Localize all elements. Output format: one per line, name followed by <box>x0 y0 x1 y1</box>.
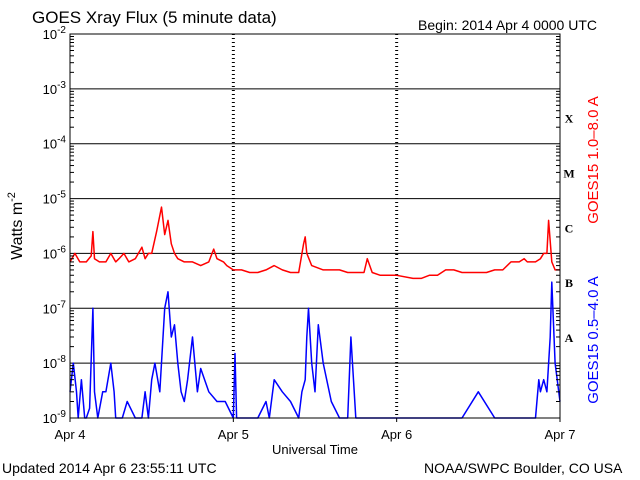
series-long-line <box>69 206 560 280</box>
legend-long: GOES15 1.0–8.0 A <box>585 96 602 224</box>
y-tick-label: 10-8 <box>43 354 67 371</box>
y-tick-label: 10-7 <box>43 299 67 316</box>
flare-class-label: X <box>565 112 574 126</box>
axes <box>69 33 561 422</box>
x-tick-label: Apr 4 <box>54 427 85 442</box>
flare-class-label: M <box>563 166 574 180</box>
begin-time: Begin: 2014 Apr 4 0000 UTC <box>418 17 598 33</box>
chart-title: GOES Xray Flux (5 minute data) <box>32 8 277 27</box>
y-tick-label: 10-6 <box>43 244 67 261</box>
y-tick-label: 10-3 <box>43 80 67 97</box>
y-tick-label: 10-2 <box>43 25 67 42</box>
flare-class-label: C <box>565 221 574 235</box>
plot-frame <box>69 33 561 419</box>
flare-class-label: A <box>565 331 574 345</box>
x-tick-label: Apr 7 <box>544 427 575 442</box>
y-tick-label: 10-4 <box>43 135 67 152</box>
x-tick-label: Apr 6 <box>381 427 412 442</box>
footer-updated: Updated 2014 Apr 6 23:55:11 UTC <box>2 460 217 476</box>
x-tick-label: Apr 5 <box>218 427 249 442</box>
series-layer <box>69 206 561 419</box>
legend-short: GOES15 0.5–4.0 A <box>585 276 602 404</box>
y-tick-label: 10-9 <box>43 409 67 426</box>
flare-class-label: B <box>565 276 573 290</box>
footer-credit: NOAA/SWPC Boulder, CO USA <box>424 460 623 476</box>
series-short-line <box>69 281 561 419</box>
x-axis-label: Universal Time <box>272 442 358 457</box>
y-axis-label: Watts m-2 <box>6 192 26 260</box>
y-tick-label: 10-5 <box>43 190 67 207</box>
grid <box>70 33 560 419</box>
